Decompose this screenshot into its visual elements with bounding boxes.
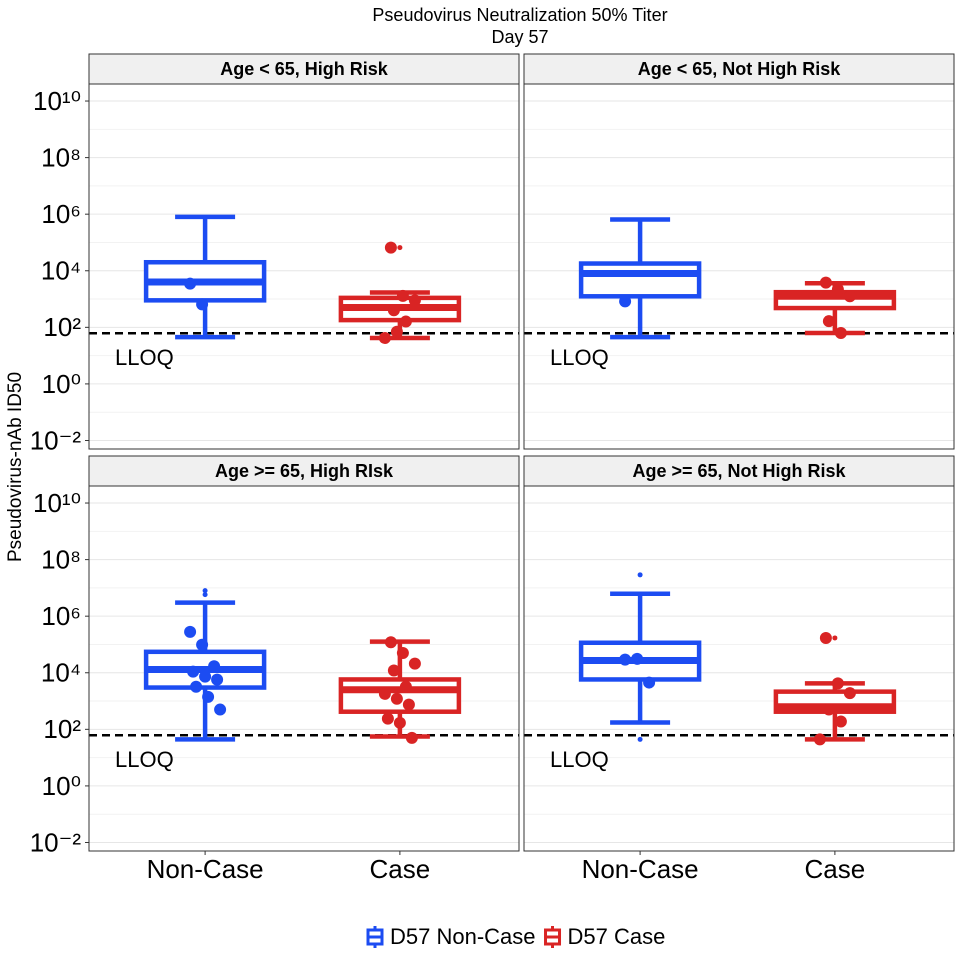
legend: D57 Non-Case D57 Case (366, 924, 666, 949)
y-tick-label: 10⁶ (41, 199, 81, 229)
outlier (637, 572, 643, 578)
x-tick-label: Non-Case (582, 854, 699, 884)
y-tick-label: 10⁴ (41, 658, 81, 688)
x-tick-label: Case (805, 854, 866, 884)
data-point (387, 304, 400, 317)
lloq-label: LLOQ (550, 747, 609, 772)
facet-title: Age < 65, High Risk (220, 59, 389, 79)
y-tick-label: 10⁶ (41, 601, 81, 631)
legend-label: D57 Non-Case (390, 924, 536, 949)
x-tick-label: Non-Case (147, 854, 264, 884)
data-point (643, 676, 656, 689)
facet-title: Age >= 65, Not High Risk (632, 461, 846, 481)
data-point (190, 680, 203, 693)
data-point (387, 664, 400, 677)
data-point (208, 660, 221, 673)
data-point (187, 665, 200, 678)
data-point (184, 277, 197, 290)
data-point (831, 677, 844, 690)
outlier (637, 736, 643, 742)
data-point (631, 652, 644, 665)
y-tick-label: 10⁰ (42, 771, 81, 801)
outlier (832, 635, 838, 641)
data-point (390, 325, 403, 338)
data-point (211, 673, 224, 686)
data-point (843, 290, 856, 303)
data-point (184, 625, 197, 638)
outlier (202, 592, 208, 598)
data-point (819, 631, 832, 644)
data-point (396, 646, 409, 659)
lloq-label: LLOQ (550, 345, 609, 370)
panel-border (523, 485, 955, 852)
x-tick-label: Case (370, 854, 431, 884)
y-tick-label: 10² (43, 714, 81, 744)
chart-subtitle: Day 57 (491, 27, 548, 47)
data-point (408, 294, 421, 307)
y-tick-label: 10⁻² (30, 827, 82, 857)
data-point (378, 687, 391, 700)
data-point (384, 241, 397, 254)
data-point (393, 716, 406, 729)
data-point (408, 657, 421, 670)
data-point (402, 698, 415, 711)
data-point (396, 289, 409, 302)
box (578, 261, 702, 299)
data-point (834, 327, 847, 340)
data-point (822, 315, 835, 328)
data-point (813, 733, 826, 746)
data-point (199, 670, 212, 683)
data-point (378, 331, 391, 344)
facet-title: Age < 65, Not High Risk (638, 59, 842, 79)
data-point (619, 653, 632, 666)
y-tick-label: 10⁰ (42, 369, 81, 399)
y-tick-label: 10⁻² (30, 425, 82, 455)
data-point (196, 638, 209, 651)
data-point (619, 295, 632, 308)
outlier (397, 245, 403, 251)
y-axis-label: Pseudovirus-nAb ID50 (5, 372, 26, 562)
panel-border (88, 485, 520, 852)
panel-border (88, 83, 520, 450)
data-point (196, 298, 209, 311)
data-point (819, 276, 832, 289)
data-point (214, 703, 227, 716)
y-tick-label: 10⁸ (41, 142, 81, 172)
data-point (399, 315, 412, 328)
data-point (405, 731, 418, 744)
facet-title: Age >= 65, High RIsk (215, 461, 394, 481)
chart-title: Pseudovirus Neutralization 50% Titer (372, 5, 667, 25)
data-point (202, 690, 215, 703)
facet-strip (523, 455, 955, 487)
data-point (834, 715, 847, 728)
y-tick-label: 10¹⁰ (33, 488, 81, 518)
box (338, 677, 462, 714)
data-point (390, 692, 403, 705)
outlier (202, 588, 208, 594)
data-point (831, 283, 844, 296)
y-tick-label: 10⁸ (41, 544, 81, 574)
panel-border (523, 83, 955, 450)
legend-label: D57 Case (568, 924, 666, 949)
data-point (399, 680, 412, 693)
data-point (822, 703, 835, 716)
y-tick-label: 10² (43, 312, 81, 342)
y-tick-label: 10⁴ (41, 256, 81, 286)
facet-strip (523, 53, 955, 85)
lloq-label: LLOQ (115, 747, 174, 772)
data-point (381, 712, 394, 725)
data-point (843, 687, 856, 700)
data-point (384, 636, 397, 649)
lloq-label: LLOQ (115, 345, 174, 370)
y-tick-label: 10¹⁰ (33, 86, 81, 116)
